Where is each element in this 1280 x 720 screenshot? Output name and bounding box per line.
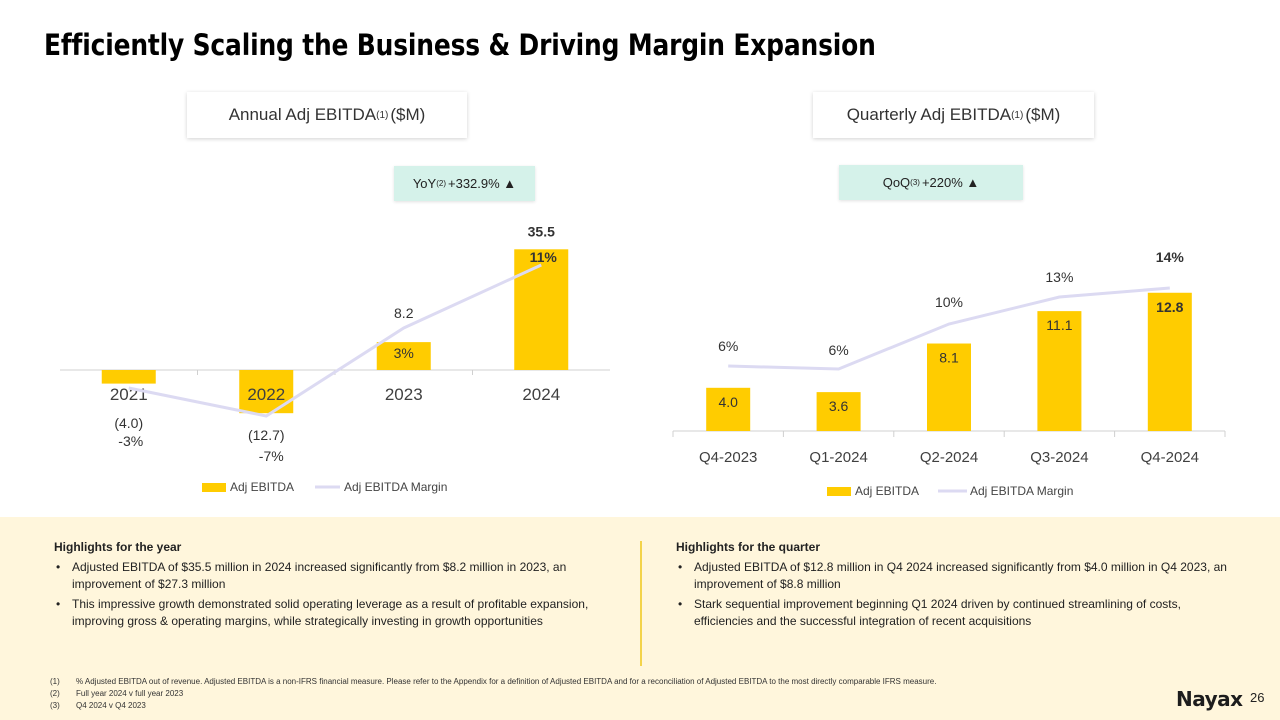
quarterly-chart-title: Quarterly Adj EBITDA (1) ($M): [813, 92, 1094, 138]
margin-value-label: 6%: [828, 342, 848, 358]
annual-title-footnote: (1): [376, 109, 389, 121]
qoq-label: QoQ: [882, 175, 911, 190]
margin-value-label: 11%: [530, 249, 558, 265]
legend-swatch-adj-ebitda: [202, 483, 226, 492]
highlight-year-item: Adjusted EBITDA of $35.5 million in 2024…: [54, 559, 614, 594]
highlight-quarter-item: Stark sequential improvement beginning Q…: [676, 596, 1236, 631]
highlight-quarter-item: Adjusted EBITDA of $12.8 million in Q4 2…: [676, 559, 1236, 594]
bar-adj-ebitda: [706, 387, 751, 431]
yoy-badge: YoY (2) +332.9% ▲: [394, 166, 535, 201]
margin-value-label: 10%: [935, 294, 963, 310]
bar-adj-ebitda: [514, 249, 569, 370]
annual-title-main: Annual Adj EBITDA: [228, 105, 377, 124]
bar-value-label: 11.1: [1046, 317, 1072, 333]
nayax-logo: Nayax: [1176, 687, 1243, 711]
highlights-year-heading: Highlights for the year: [54, 540, 182, 554]
annual-chart-title: Annual Adj EBITDA (1) ($M): [187, 92, 467, 138]
legend-label-margin: Adj EBITDA Margin: [970, 484, 1073, 498]
footnote-2: (2) Full year 2024 v full year 2023: [50, 689, 184, 698]
bar-adj-ebitda: [376, 342, 431, 370]
bar-adj-ebitda: [101, 370, 156, 384]
x-tick-label: 2021: [110, 385, 148, 404]
quarterly-title-unit: ($M): [1025, 105, 1061, 124]
bar-adj-ebitda: [816, 392, 861, 431]
x-tick-label: 2023: [385, 385, 423, 404]
bar-adj-ebitda: [927, 343, 971, 431]
footnotes: (1)% Adjusted EBITDA out of revenue. Adj…: [50, 676, 936, 712]
yoy-label: YoY: [412, 176, 437, 191]
highlight-year-item: This impressive growth demonstrated soli…: [54, 596, 614, 631]
x-tick-label: Q4-2023: [699, 449, 757, 466]
x-tick-label: 2024: [522, 385, 560, 404]
qoq-value: +220% ▲: [921, 175, 980, 190]
margin-value-label: 14%: [1156, 249, 1185, 265]
margin-value-label: -3%: [118, 433, 143, 449]
margin-value-label: 6%: [718, 338, 738, 354]
yoy-footnote: (2): [436, 179, 446, 188]
line-adj-ebitda-margin: [728, 286, 1170, 371]
legend-label-adj-ebitda: Adj EBITDA: [855, 484, 919, 498]
line-adj-ebitda-margin: [128, 263, 542, 418]
bar-adj-ebitda: [1037, 311, 1082, 431]
bar-value-label: (4.0): [114, 415, 143, 431]
quarterly-title-footnote: (1): [1011, 109, 1024, 121]
margin-value-label: 3%: [394, 345, 414, 361]
highlights-quarter-heading: Highlights for the quarter: [676, 540, 820, 554]
highlights-quarter: Highlights for the quarter Adjusted EBIT…: [676, 539, 1236, 631]
bar-value-label: 8.2: [394, 305, 414, 321]
quarterly-title-main: Quarterly Adj EBITDA: [846, 105, 1012, 124]
legend-swatch-adj-ebitda: [827, 487, 851, 496]
highlights-year: Highlights for the year Adjusted EBITDA …: [54, 539, 614, 631]
x-tick-label: Q1-2024: [809, 449, 867, 466]
quarterly-ebitda-chart: 4.0 Q4-2023 3.6 Q1-2024 8.1 Q2-2024 11.1 Q3-202…: [672, 249, 1226, 498]
x-tick-label: Q4-2024: [1141, 449, 1199, 466]
legend-label-margin: Adj EBITDA Margin: [344, 480, 447, 494]
page-number: 26: [1250, 690, 1265, 705]
bar-value-label: 35.5: [528, 223, 555, 239]
footnote-1: (1)% Adjusted EBITDA out of revenue. Adj…: [50, 677, 937, 686]
page-title: Efficiently Scaling the Business & Drivi…: [44, 28, 876, 62]
bar-value-label: 12.8: [1156, 299, 1183, 315]
highlights-divider: [640, 541, 642, 666]
bar-adj-ebitda: [1147, 292, 1192, 431]
qoq-badge: QoQ (3) +220% ▲: [839, 165, 1023, 200]
x-tick-label: Q2-2024: [920, 449, 978, 466]
footnote-3: (3) Q4 2024 v Q4 2023: [50, 701, 146, 710]
bar-value-label: (12.7): [248, 427, 285, 443]
margin-value-label: -7%: [259, 448, 284, 464]
x-tick-label: Q3-2024: [1030, 449, 1088, 466]
bar-value-label: 4.0: [718, 394, 738, 410]
annual-title-unit: ($M): [390, 105, 426, 124]
annual-ebitda-chart: 2021 (4.0) 2022 (12.7) 2023 8.2 2024 35.5 -3% -7%…: [60, 223, 610, 494]
yoy-value: +332.9% ▲: [448, 176, 517, 191]
qoq-footnote: (3): [910, 178, 920, 187]
bar-value-label: 8.1: [939, 350, 959, 366]
margin-value-label: 13%: [1045, 269, 1073, 285]
legend-label-adj-ebitda: Adj EBITDA: [230, 480, 294, 494]
bar-value-label: 3.6: [829, 398, 849, 414]
x-tick-label: 2022: [247, 385, 285, 404]
